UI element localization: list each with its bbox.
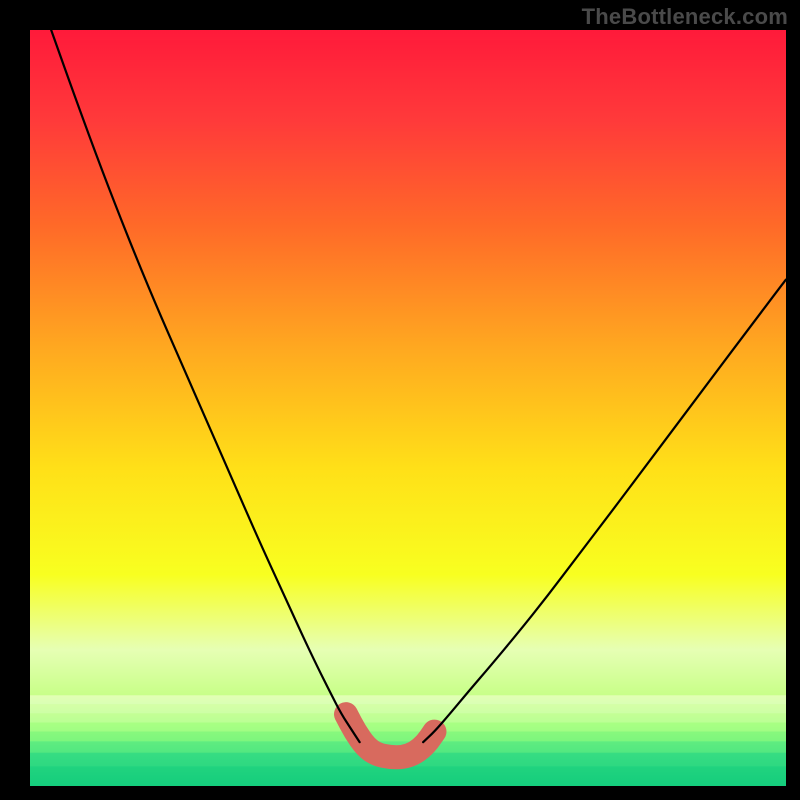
bottleneck-chart (0, 0, 800, 800)
watermark-text: TheBottleneck.com (582, 4, 788, 30)
chart-container: TheBottleneck.com (0, 0, 800, 800)
